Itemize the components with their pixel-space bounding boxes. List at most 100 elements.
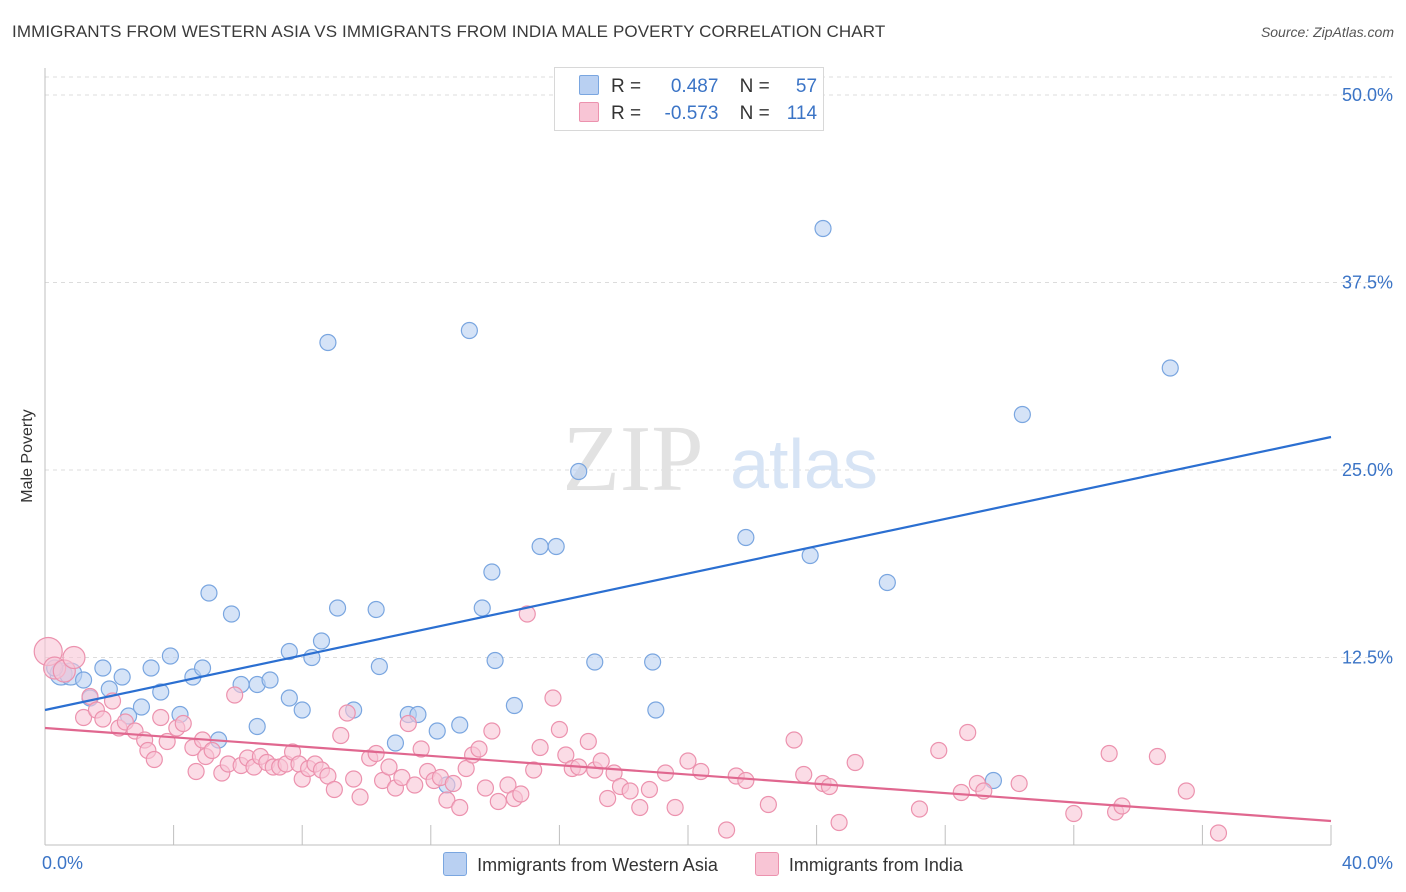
trend-lines — [44, 435, 1332, 823]
point-western-asia — [328, 599, 347, 617]
point-western-asia — [293, 701, 311, 719]
point-india — [325, 780, 343, 799]
point-india — [550, 720, 569, 739]
point-western-asia — [1013, 405, 1031, 424]
series-legend-western-asia[interactable]: Immigrants from Western Asia — [443, 852, 718, 876]
point-india — [785, 731, 803, 749]
y-tick-label: 25.0% — [1342, 460, 1393, 480]
point-india — [451, 798, 469, 817]
y-tick-label: 37.5% — [1342, 273, 1393, 293]
series-label-western-asia: Immigrants from Western Asia — [477, 855, 718, 875]
point-western-asia — [814, 219, 832, 238]
point-india — [380, 758, 398, 776]
point-india — [820, 777, 839, 796]
point-western-asia — [312, 632, 331, 650]
point-india — [592, 752, 610, 770]
series-legend: Immigrants from Western Asia Immigrants … — [0, 852, 1406, 876]
point-india — [621, 782, 639, 800]
point-western-asia — [132, 698, 151, 716]
point-india — [599, 789, 617, 808]
point-india — [399, 714, 417, 733]
point-india — [412, 740, 430, 758]
trend-line-western-asia — [44, 435, 1332, 712]
point-western-asia — [486, 651, 504, 670]
chart-title: IMMIGRANTS FROM WESTERN ASIA VS IMMIGRAN… — [12, 22, 886, 41]
series-swatch-india — [754, 852, 779, 876]
point-western-asia — [367, 600, 385, 619]
point-western-asia — [222, 605, 241, 623]
point-western-asia — [161, 647, 179, 665]
point-india — [525, 761, 543, 779]
source-note: Source: ZipAtlas.com — [1260, 24, 1394, 40]
data-points — [33, 219, 1228, 842]
correlation-legend: R = 0.487 N = 57 R = -0.573 N = 114 — [554, 67, 824, 131]
legend-row-western-asia: R = 0.487 N = 57 — [579, 75, 817, 99]
legend-n-label: N = — [739, 103, 770, 124]
legend-row-india: R = -0.573 N = 114 — [579, 102, 817, 126]
point-india — [910, 800, 929, 818]
point-india — [203, 741, 221, 760]
point-india — [1148, 747, 1166, 766]
legend-n-value-western-asia: 57 — [795, 76, 818, 97]
point-india — [531, 738, 549, 757]
tick-labels: 12.5% 25.0% 37.5% 50.0% 0.0% 40.0% — [42, 85, 1393, 873]
point-western-asia — [142, 659, 160, 677]
grid — [45, 76, 1392, 658]
point-india — [367, 744, 385, 763]
point-western-asia — [531, 537, 549, 556]
series-label-india: Immigrants from India — [788, 855, 963, 875]
point-india — [145, 750, 163, 769]
point-india — [393, 768, 411, 787]
point-india — [1209, 824, 1228, 842]
watermark: ZIP atlas — [563, 407, 878, 511]
point-western-asia — [737, 528, 755, 547]
legend-r-label: R = — [611, 76, 642, 97]
point-india — [518, 605, 536, 623]
point-india — [174, 714, 192, 733]
point-western-asia — [460, 321, 478, 340]
point-western-asia — [586, 653, 604, 671]
point-india — [1177, 782, 1195, 800]
legend-swatch-western-asia — [579, 75, 599, 95]
point-india — [438, 791, 456, 809]
axes — [44, 68, 1332, 846]
point-western-asia — [319, 333, 337, 352]
point-india — [470, 740, 488, 758]
point-india — [579, 732, 597, 751]
point-india — [679, 752, 697, 770]
point-western-asia — [570, 462, 588, 481]
point-western-asia — [505, 696, 523, 715]
point-india — [1010, 774, 1028, 793]
point-western-asia — [74, 671, 93, 689]
x-tick-label: 40.0% — [1342, 853, 1393, 873]
point-india — [717, 821, 736, 839]
point-western-asia — [801, 546, 819, 565]
point-india — [830, 813, 848, 832]
point-western-asia — [644, 653, 662, 671]
point-india — [640, 780, 659, 799]
point-india — [846, 753, 864, 772]
point-india — [512, 785, 530, 803]
point-india — [759, 795, 777, 814]
series-legend-india[interactable]: Immigrants from India — [754, 852, 963, 876]
x-tick-label: 0.0% — [42, 853, 83, 873]
point-western-asia — [248, 717, 266, 736]
legend-n-label: N = — [739, 76, 770, 97]
point-western-asia — [113, 668, 131, 686]
point-india — [692, 762, 710, 781]
point-india — [483, 722, 501, 740]
point-india — [1065, 804, 1083, 823]
point-western-asia — [984, 771, 1003, 790]
legend-r-value-india: -0.573 — [664, 103, 719, 124]
point-india — [332, 726, 350, 745]
point-india — [187, 762, 205, 781]
legend-r-label: R = — [611, 103, 642, 124]
point-india — [444, 774, 462, 793]
point-western-asia — [878, 573, 896, 592]
point-india — [795, 765, 813, 784]
point-india — [62, 645, 86, 670]
point-western-asia — [428, 722, 446, 740]
point-india — [1100, 744, 1118, 763]
point-western-asia — [200, 584, 218, 602]
